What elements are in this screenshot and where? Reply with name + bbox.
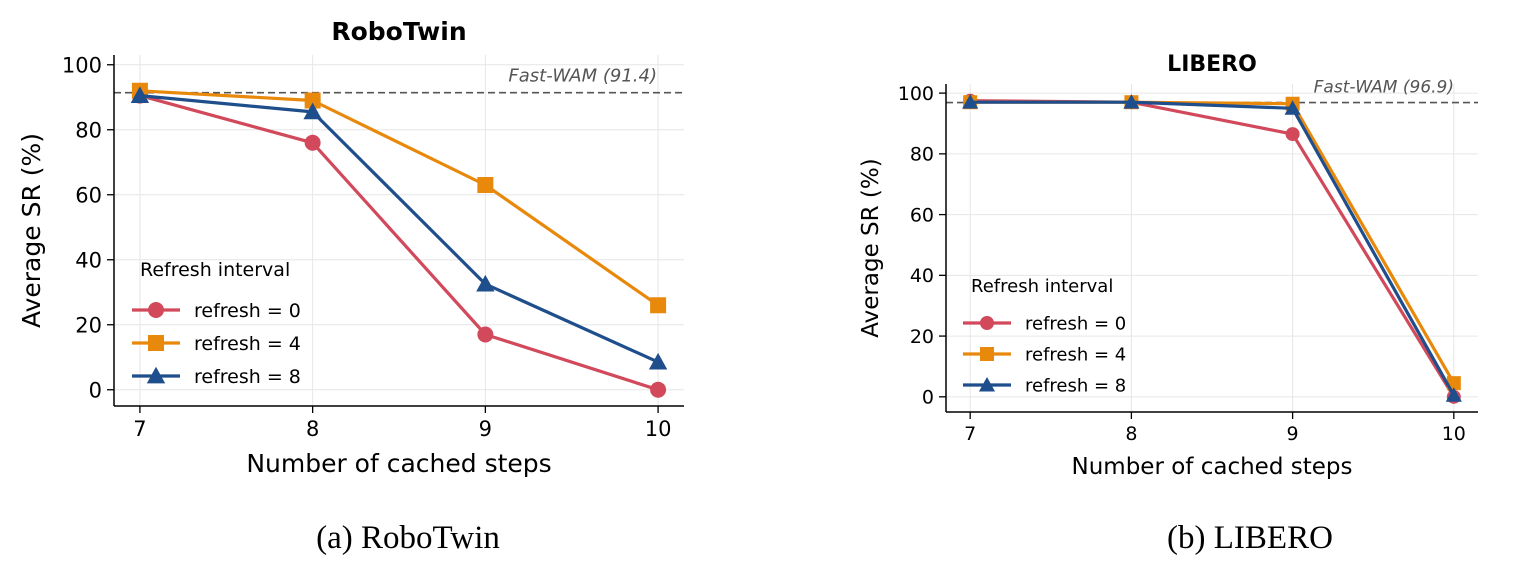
legend-marker [146,366,166,384]
data-point [477,326,494,343]
y-tick-label: 100 [62,53,102,77]
x-tick-label: 9 [1287,423,1299,445]
chart-libero: Fast-WAM (96.9)7 8 9 10020406080100LIBERONu… [858,52,1478,556]
data-point [303,102,322,120]
chart-robotwin: Fast-WAM (91.4)7 8 9 10020406080100RoboTwin… [17,17,684,556]
data-point [1123,94,1140,109]
y-axis-label: Average SR (%) [858,158,884,337]
series-line-2 [138,93,660,364]
figure-caption: (b) LIBERO [1167,520,1333,556]
x-tick-label: 8 [1125,423,1137,445]
data-point [304,92,321,109]
y-tick-label: 20 [910,326,934,348]
y-tick-label: 60 [75,183,102,207]
legend-marker [980,347,994,361]
legend-title: Refresh interval [140,259,290,281]
legend-label: refresh = 8 [1025,375,1126,396]
series-line-1 [138,89,660,307]
y-tick-label: 80 [910,144,934,166]
x-tick-label: 10 [1442,423,1466,445]
x-axis-label: Number of cached steps [246,449,551,478]
legend: Refresh interval refresh = 0 refresh = 4 re… [963,276,1126,396]
y-tick-label: 60 [910,204,934,226]
y-tick-label: 0 [89,378,102,402]
series-line-1 [968,100,1456,385]
series-line-0 [138,93,660,392]
legend-marker [148,302,164,318]
data-point [130,86,150,103]
data-point [650,381,667,398]
chart-title: RoboTwin [331,17,466,46]
data-point [476,274,495,292]
data-point [650,297,667,314]
y-axis-label: Average SR (%) [17,133,46,328]
y-tick-label: 40 [910,265,934,287]
legend-label: refresh = 4 [1025,344,1126,365]
data-point [1284,100,1301,115]
y-tick-label: 0 [922,387,934,409]
legend-label: refresh = 8 [194,366,301,388]
legend-marker [980,316,994,330]
x-tick-label: 7 [964,423,976,445]
data-point [962,94,979,109]
legend: Refresh interval refresh = 0 refresh = 4 re… [132,259,301,388]
legend-label: refresh = 0 [1025,313,1126,334]
legend-marker [148,335,164,351]
y-tick-label: 40 [75,248,102,272]
data-point [304,134,321,151]
y-tick-label: 80 [75,118,102,142]
data-point [1285,127,1300,142]
data-point [1445,387,1462,402]
data-point [477,177,494,193]
data-point [648,352,668,370]
legend-label: refresh = 4 [194,333,301,355]
legend-label: refresh = 0 [194,300,301,322]
figure-caption: (a) RoboTwin [316,520,500,556]
reference-label: Fast-WAM (91.4) [508,66,657,87]
y-tick-label: 100 [898,83,934,105]
x-tick-label: 7 [133,417,146,441]
reference-label: Fast-WAM (96.9) [1314,78,1454,98]
x-axis-label: Number of cached steps [1072,454,1353,480]
y-tick-label: 20 [75,313,102,337]
x-tick-label: 8 [306,417,319,441]
legend-marker [978,376,996,392]
x-tick-label: 9 [479,417,492,441]
x-tick-label: 10 [645,417,672,441]
legend-title: Refresh interval [971,276,1113,297]
chart-title: LIBERO [1167,52,1257,77]
series-line-2 [968,100,1456,397]
